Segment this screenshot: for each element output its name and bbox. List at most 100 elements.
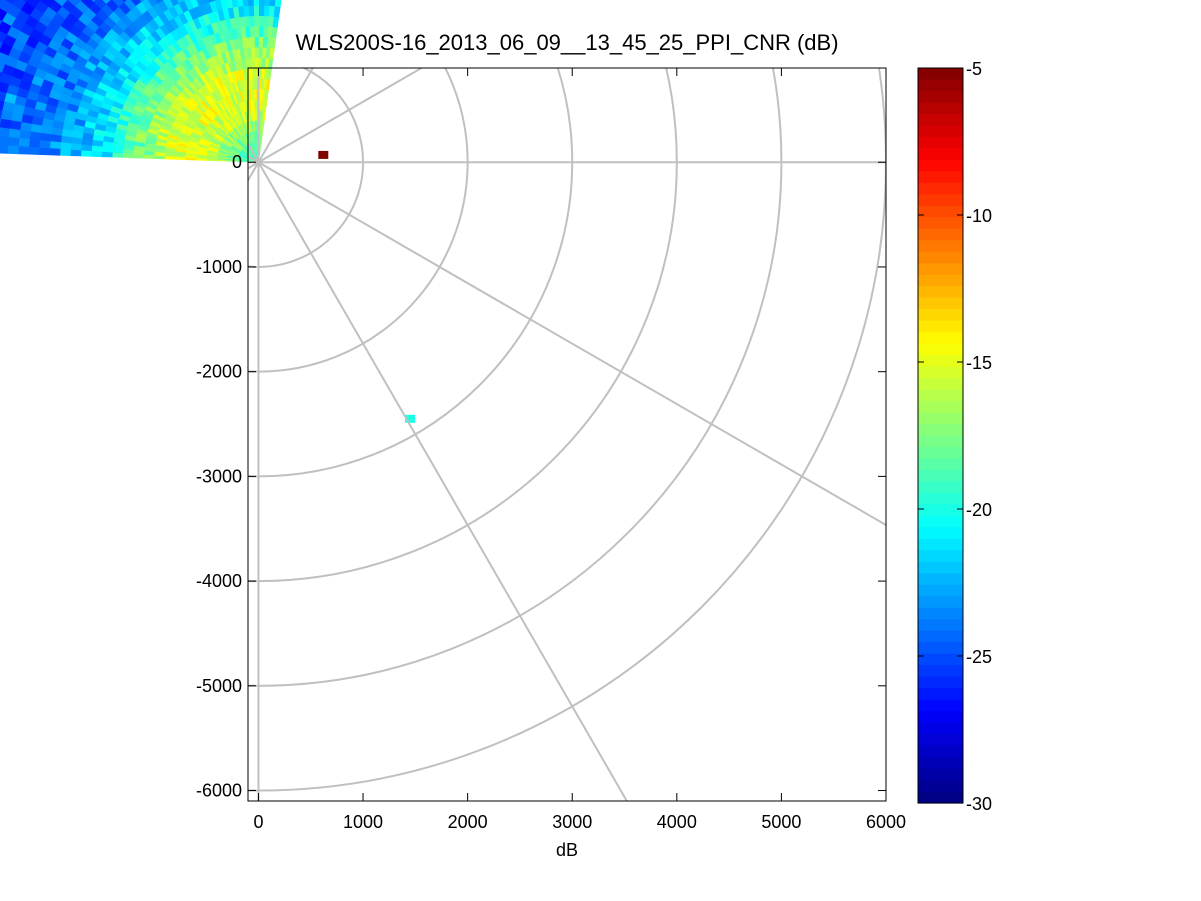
colorbar-swatch [918, 412, 963, 425]
colorbar-swatch [918, 722, 963, 735]
x-tick-label: 4000 [657, 812, 697, 832]
polar-data-field [0, 0, 416, 423]
data-cell [49, 147, 61, 156]
colorbar-swatch [918, 619, 963, 632]
y-tick-label: -1000 [196, 257, 242, 277]
data-cell [0, 30, 8, 43]
polar-grid-lines [248, 68, 886, 801]
data-cell [255, 57, 260, 69]
data-cell [122, 0, 127, 3]
data-cell [258, 0, 266, 6]
colorbar-swatch [918, 217, 963, 230]
data-cell [0, 71, 3, 79]
data-cell [0, 0, 3, 4]
data-cell [38, 146, 51, 156]
colorbar-tick-label: -20 [966, 500, 992, 520]
data-cell [253, 0, 260, 6]
colorbar-swatch [918, 481, 963, 494]
data-cell [0, 135, 10, 146]
colorbar-swatch [918, 492, 963, 506]
data-cell [90, 150, 103, 158]
highlight-cell [405, 414, 416, 423]
data-cell [38, 139, 51, 149]
data-cell [264, 0, 271, 6]
data-cell [5, 0, 15, 5]
colorbar-swatch [918, 286, 963, 299]
colorbar-swatch [918, 378, 963, 391]
colorbar-swatch [918, 584, 963, 597]
y-tick-label: -3000 [196, 466, 242, 486]
colorbar-swatch [918, 90, 963, 104]
colorbar-swatch [918, 389, 963, 402]
data-cell [258, 36, 264, 48]
colorbar-swatch [918, 527, 963, 540]
data-cell [273, 5, 281, 18]
y-tick-label: -6000 [196, 781, 242, 801]
data-cell [123, 0, 137, 11]
colorbar-swatch [918, 263, 963, 276]
y-tick-label: 0 [232, 152, 242, 172]
data-cell [269, 0, 277, 7]
data-cell [7, 144, 19, 155]
data-cell [248, 4, 255, 17]
colorbar-swatch [918, 401, 963, 414]
colorbar-swatch [918, 136, 963, 149]
data-cell [268, 57, 274, 70]
data-cell [190, 0, 200, 9]
data-cell [254, 15, 260, 27]
colorbar-swatch [918, 561, 963, 574]
data-cell [23, 0, 28, 2]
data-cell [91, 0, 96, 2]
data-cell [244, 15, 251, 28]
colorbar-swatch [918, 791, 963, 804]
data-cell [177, 0, 185, 4]
data-cell [0, 117, 2, 125]
data-cell [0, 0, 13, 13]
data-cell [274, 0, 282, 8]
data-cell [0, 108, 3, 119]
data-cell [69, 149, 82, 157]
data-cell [254, 36, 260, 48]
colorbar-swatch [918, 665, 963, 678]
colorbar-swatch [918, 79, 963, 92]
data-cell [105, 0, 120, 12]
colorbar-swatch [918, 68, 963, 81]
colorbar-swatch [918, 309, 963, 322]
colorbar-tick-label: -25 [966, 647, 992, 667]
data-cell [155, 0, 164, 4]
x-tick-label: 5000 [761, 812, 801, 832]
colorbar-swatch [918, 458, 963, 471]
data-cell [208, 0, 216, 3]
data-cell [270, 36, 277, 49]
colorbar-swatch [918, 573, 963, 586]
data-cell [170, 0, 180, 7]
colorbar-swatch [918, 228, 963, 241]
data-cell [251, 57, 257, 69]
colorbar-swatch [918, 159, 963, 172]
colorbar-tick-label: -15 [966, 353, 992, 373]
y-axis: 0 -1000 -2000 -3000 -4000 -5000 -6000 [196, 152, 886, 801]
data-cell [0, 126, 11, 138]
x-tick-label: 6000 [866, 812, 906, 832]
data-cell [251, 46, 256, 59]
data-cell [80, 149, 92, 157]
x-axis: 0 1000 2000 3000 4000 5000 6000 [253, 68, 906, 832]
colorbar-swatch [918, 745, 963, 758]
colorbar-swatch [918, 240, 963, 253]
data-cell [7, 136, 20, 147]
colorbar-swatch [918, 780, 963, 793]
data-cell [196, 0, 205, 6]
colorbar-swatch [918, 320, 963, 333]
data-cell [214, 0, 224, 11]
y-tick-label: -2000 [196, 362, 242, 382]
colorbar-swatch [918, 343, 963, 356]
polar-grid [248, 68, 886, 801]
colorbar-swatch [918, 734, 963, 747]
data-cell [157, 0, 169, 13]
data-cell [147, 0, 159, 7]
colorbar: -5 -10 -15 -20 -25 -30 [917, 59, 992, 814]
colorbar-swatch [918, 251, 963, 264]
colorbar-frame [917, 67, 964, 804]
colorbar-tick-label: -5 [966, 59, 982, 79]
